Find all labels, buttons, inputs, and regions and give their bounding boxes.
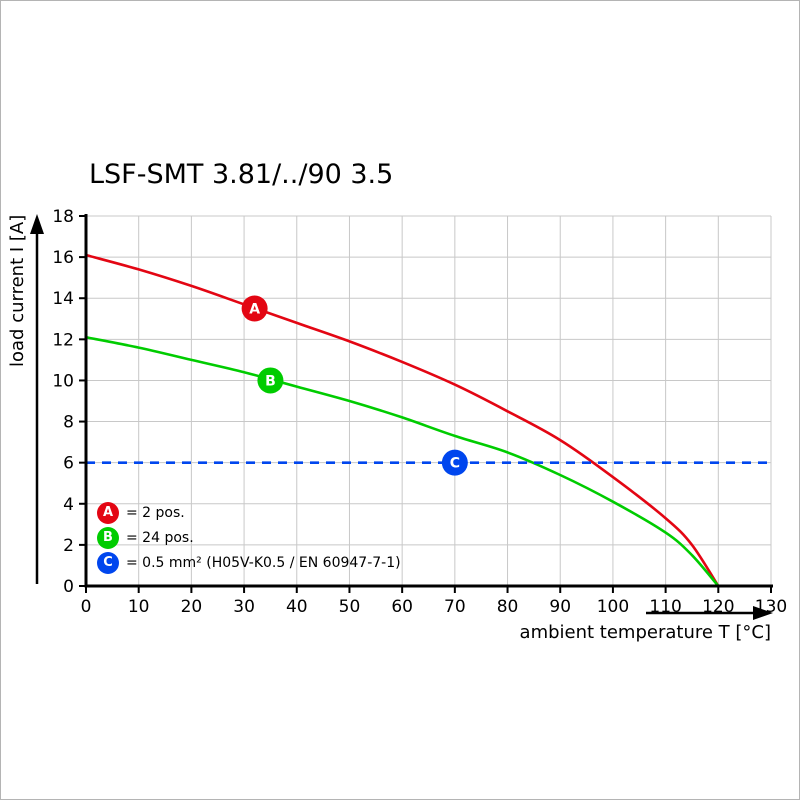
curve-marker-letter-A: A <box>249 302 260 318</box>
x-tick-label: 30 <box>233 597 255 617</box>
legend-item-B: B = 24 pos. <box>97 525 401 550</box>
curve-marker-B <box>257 367 284 394</box>
y-tick-label: 6 <box>63 454 74 474</box>
y-axis-label: load current I [A] <box>7 214 28 367</box>
y-tick-label: 10 <box>52 371 74 391</box>
y-tick-label: 14 <box>52 289 74 309</box>
x-tick-label: 90 <box>549 597 571 617</box>
y-tick-label: 12 <box>52 330 74 350</box>
legend-marker-C: C <box>97 551 119 574</box>
x-tick-label: 80 <box>497 597 519 617</box>
chart-title: LSF-SMT 3.81/../90 3.5 <box>89 159 394 190</box>
curve-marker-C <box>441 449 468 476</box>
legend-label-B: = 24 pos. <box>126 529 194 546</box>
curve-marker-A <box>241 295 268 322</box>
curve-B <box>85 336 720 587</box>
x-tick-label: 60 <box>391 597 413 617</box>
legend-item-C: C = 0.5 mm² (H05V-K0.5 / EN 60947-7-1) <box>97 550 401 575</box>
y-tick-label: 2 <box>63 536 74 556</box>
curve-A <box>85 253 720 587</box>
x-tick-label: 0 <box>81 597 92 617</box>
y-tick-label: 0 <box>63 577 74 597</box>
y-tick-label: 8 <box>63 413 74 433</box>
x-tick-label: 20 <box>181 597 203 617</box>
curve-marker-letter-C: C <box>450 456 460 472</box>
x-tick-label: 100 <box>597 597 629 617</box>
x-axis-label: ambient temperature T [°C] <box>519 622 771 643</box>
y-tick-label: 4 <box>63 495 74 515</box>
curve-marker-letter-B: B <box>265 373 276 389</box>
legend: A = 2 pos. B = 24 pos. C = 0.5 mm² (H05V-K0.5… <box>97 500 401 575</box>
y-tick-label: 18 <box>52 207 74 227</box>
legend-marker-A: A <box>97 501 119 524</box>
y-tick-label: 16 <box>52 248 74 268</box>
legend-label-C: = 0.5 mm² (H05V-K0.5 / EN 60947-7-1) <box>126 554 401 571</box>
x-axis-arrowhead <box>753 606 773 620</box>
x-tick-label: 70 <box>444 597 466 617</box>
x-tick-label: 50 <box>339 597 361 617</box>
legend-marker-B: B <box>97 526 119 549</box>
legend-item-A: A = 2 pos. <box>97 500 401 525</box>
x-tick-label: 10 <box>128 597 150 617</box>
x-tick-label: 40 <box>286 597 308 617</box>
y-axis-arrowhead <box>30 214 44 234</box>
legend-label-A: = 2 pos. <box>126 504 185 521</box>
